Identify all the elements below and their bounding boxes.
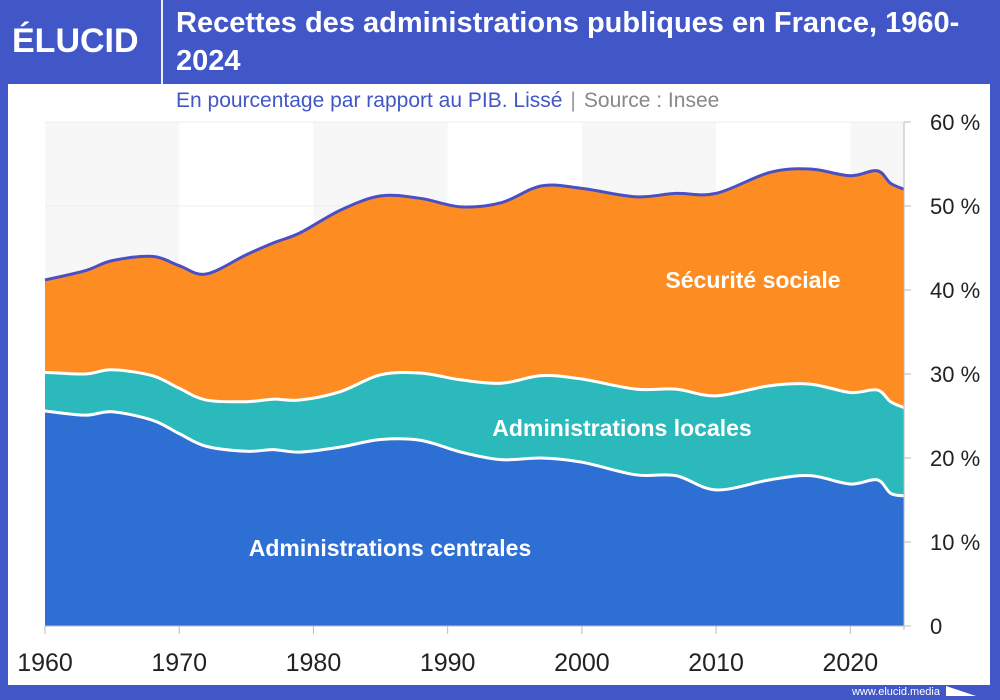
chart-subtitle: En pourcentage par rapport au PIB. Lissé… [176,89,719,113]
y-tick-label: 0 [930,614,942,639]
y-tick-label: 30 % [930,362,980,387]
footer-url: www.elucid.media [851,686,940,698]
x-tick-label: 1990 [420,649,476,677]
x-tick-label: 2010 [688,649,744,677]
chart-title: Recettes des administrations publiques e… [176,7,960,77]
x-tick-label: 1960 [17,649,73,677]
elucid-mark-icon [946,686,976,696]
series-label: Sécurité sociale [665,267,840,293]
area-centrales [45,410,904,626]
x-tick-label: 1980 [286,649,342,677]
series-label: Administrations centrales [249,535,531,561]
x-tick-label: 1970 [151,649,207,677]
y-tick-label: 40 % [930,278,980,303]
series-label: Administrations locales [492,415,751,441]
y-tick-label: 50 % [930,194,980,219]
x-tick-label: 2000 [554,649,610,677]
series-boundary-line [44,368,905,409]
header-divider [161,0,163,84]
x-tick-label: 2020 [823,649,879,677]
y-tick-label: 60 % [930,110,980,135]
series-boundary-line [44,409,905,498]
subtitle-separator: | [570,89,576,112]
y-tick-label: 20 % [930,446,980,471]
subtitle-text: En pourcentage par rapport au PIB. Lissé [176,89,563,112]
y-tick-label: 10 % [930,530,980,555]
elucid-logo: ÉLUCID [12,22,139,60]
source-text: Source : Insee [583,89,720,112]
total-line [44,167,905,282]
